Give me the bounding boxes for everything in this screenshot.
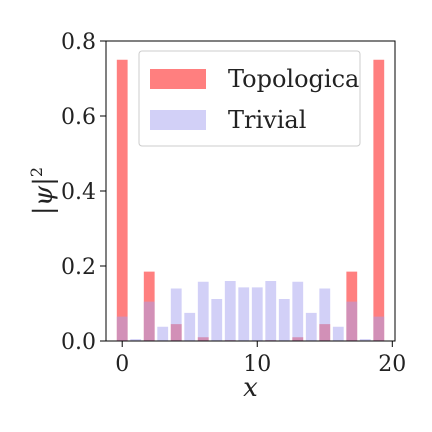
y-axis-label-superscript: 2 [27,167,46,177]
bar-trivial-7 [211,299,223,341]
y-tick-label-2: 0.4 [61,180,96,205]
bar-trivial-19 [373,316,385,341]
bar-topologica-19 [373,59,385,341]
bars-layer [116,59,385,341]
bar-trivial-14 [305,312,317,341]
bar-trivial-8 [224,281,236,341]
y-tick-label-4: 0.8 [61,30,96,55]
y-axis: 0.0 0.2 0.4 0.6 0.8 [61,30,106,355]
legend-swatch-trivial [150,110,206,130]
legend: Topologica Trivial [138,50,361,147]
bar-topologica-0 [116,59,128,341]
bar-trivial-11 [265,281,277,341]
bar-trivial-3 [157,326,169,341]
bar-trivial-5 [184,312,196,341]
legend-swatch-topologica [150,69,206,89]
x-tick-label-10: 10 [243,352,271,377]
y-tick-label-3: 0.6 [61,105,96,130]
bar-trivial-6 [197,281,209,341]
bar-trivial-0 [116,316,128,341]
bar-trivial-12 [278,299,290,341]
x-axis-label: x [243,373,258,403]
legend-label-topologica: Topologica [228,65,359,93]
bar-trivial-17 [346,301,358,341]
bar-trivial-16 [332,326,344,341]
legend-label-trivial: Trivial [228,106,306,134]
bar-trivial-15 [319,288,331,341]
bar-trivial-13 [292,281,304,341]
bar-trivial-2 [143,301,155,341]
bar-trivial-1 [130,339,142,341]
bar-trivial-10 [251,287,263,341]
y-axis-label-base: |ψ| [29,177,59,215]
y-tick-label-0: 0.0 [61,330,96,355]
y-tick-label-1: 0.2 [61,255,96,280]
bar-trivial-18 [359,339,371,341]
bar-trivial-9 [238,287,250,341]
y-axis-label: |ψ|2 [27,167,59,215]
x-tick-label-0: 0 [115,352,129,377]
x-axis: 0 10 20 [115,341,406,377]
x-tick-label-20: 20 [378,352,406,377]
bar-trivial-4 [170,288,182,341]
